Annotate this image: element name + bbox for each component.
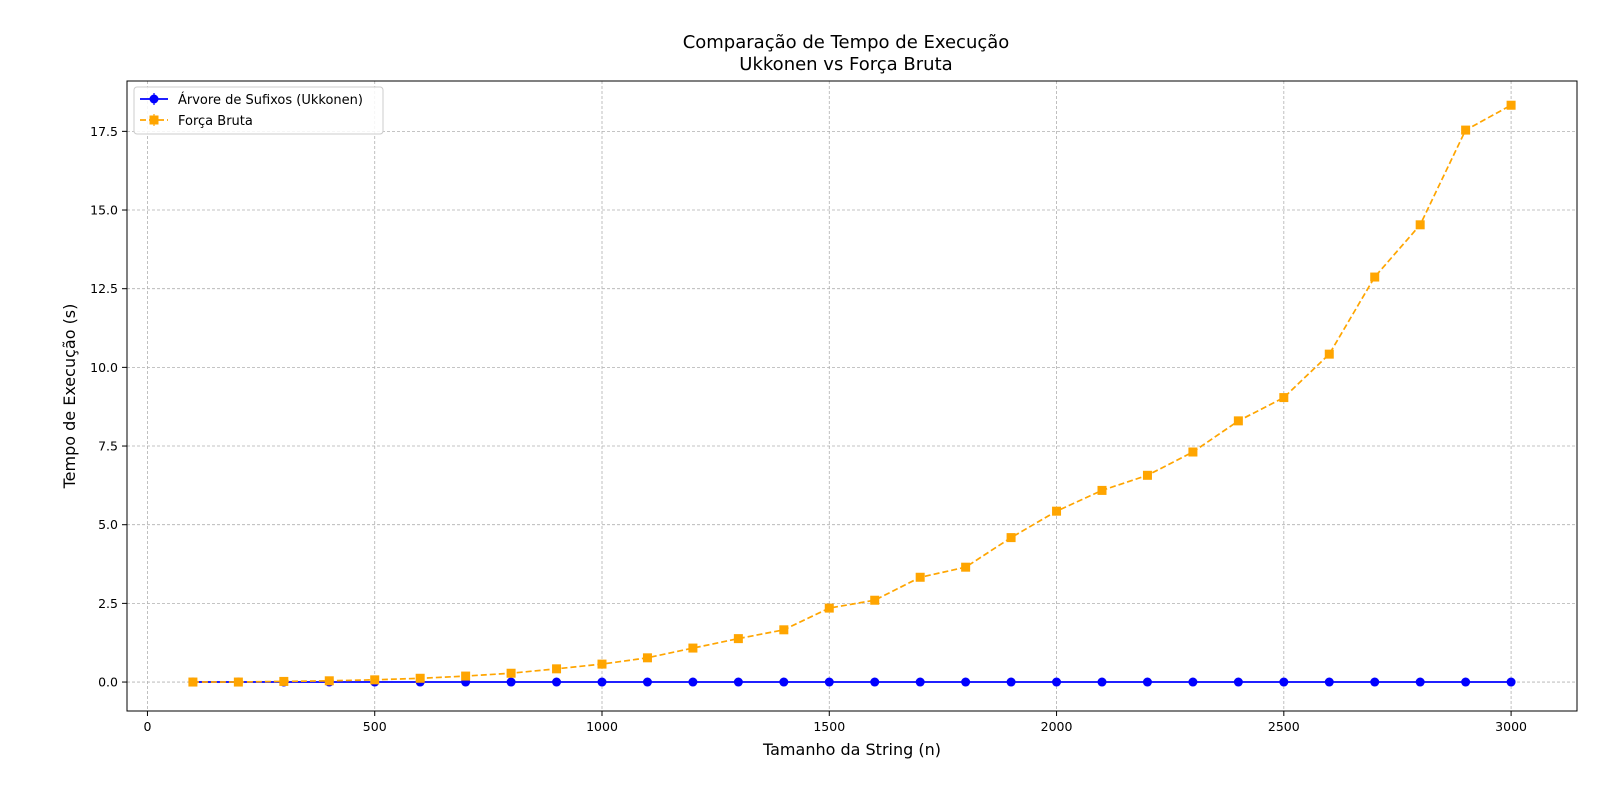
data-point-series-0 [961,677,971,687]
data-point-series-0 [1052,677,1062,687]
data-point-series-0 [1370,677,1380,687]
data-point-series-0 [688,677,698,687]
x-tick-label: 1000 [586,719,618,734]
y-tick-label: 15.0 [90,203,118,218]
data-point-series-0 [1188,677,1198,687]
data-point-series-1 [779,625,789,635]
x-tick-label: 500 [363,719,387,734]
data-point-series-0 [1006,677,1016,687]
data-point-series-0 [870,677,880,687]
data-point-series-1 [461,671,471,681]
x-axis-label: Tamanho da String (n) [762,740,941,759]
series-layer [188,100,1516,687]
data-point-series-1 [188,677,198,687]
y-tick-label: 12.5 [90,281,118,296]
data-point-series-1 [233,677,243,687]
plot-frame [126,80,1578,712]
data-point-series-1 [688,643,698,653]
data-point-series-1 [279,676,289,686]
data-point-series-0 [779,677,789,687]
axis-ticks: 0 500 1000 1500 2000 2500 3000 0.0 2.5 5.0 7.5 10.0… [90,124,1527,734]
data-point-series-1 [1233,416,1243,426]
y-tick-label: 10.0 [90,360,118,375]
data-point-series-1 [1415,220,1425,230]
data-point-series-1 [1461,125,1471,135]
x-tick-label: 1500 [813,719,845,734]
y-tick-label: 5.0 [98,517,118,532]
data-point-series-0 [552,677,562,687]
data-point-series-0 [1324,677,1334,687]
data-point-series-1 [1097,485,1107,495]
data-point-series-1 [324,676,334,686]
data-point-series-1 [733,634,743,644]
data-point-series-1 [1006,533,1016,543]
data-point-series-1 [961,562,971,572]
data-point-series-1 [1052,506,1062,516]
data-point-series-0 [824,677,834,687]
data-point-series-1 [1324,349,1334,359]
data-point-series-1 [1279,393,1289,403]
y-tick-label: 2.5 [98,596,118,611]
data-point-series-0 [1415,677,1425,687]
data-point-series-1 [370,675,380,685]
legend-box [133,86,384,135]
y-axis-label: Tempo de Execução (s) [60,304,79,490]
data-point-series-1 [1188,447,1198,457]
data-point-series-0 [1097,677,1107,687]
chart-title-line2: Ukkonen vs Força Bruta [739,54,952,75]
x-tick-label: 2000 [1041,719,1073,734]
data-point-series-1 [597,659,607,669]
data-point-series-0 [506,677,516,687]
legend-marker-ukkonen [149,94,159,104]
x-tick-label: 0 [143,719,151,734]
y-tick-label: 17.5 [90,124,118,139]
data-point-series-1 [915,572,925,582]
grid [127,81,1577,711]
x-tick-label: 3000 [1495,719,1527,734]
data-point-series-1 [642,653,652,663]
data-point-series-1 [506,668,516,678]
data-point-series-0 [1506,677,1516,687]
y-tick-label: 0.0 [98,675,118,690]
legend-marker-forca-bruta [149,115,159,125]
data-point-series-0 [1142,677,1152,687]
data-point-series-1 [552,664,562,674]
legend-label-ukkonen: Árvore de Sufixos (Ukkonen) [178,92,363,108]
data-point-series-1 [1506,100,1516,110]
data-point-series-1 [1370,272,1380,282]
data-point-series-1 [824,603,834,613]
data-point-series-1 [870,595,880,605]
data-point-series-0 [915,677,925,687]
data-point-series-0 [1461,677,1471,687]
legend: Árvore de Sufixos (Ukkonen) Força Bruta [133,86,384,135]
legend-label-forca-bruta: Força Bruta [178,114,253,129]
data-point-series-0 [1233,677,1243,687]
x-tick-label: 2500 [1268,719,1300,734]
y-tick-label: 7.5 [98,439,118,454]
data-point-series-1 [1142,470,1152,480]
data-point-series-0 [733,677,743,687]
data-point-series-1 [415,673,425,683]
data-point-series-0 [642,677,652,687]
chart-title-line1: Comparação de Tempo de Execução [683,32,1010,53]
series-line-1 [192,104,1512,683]
data-point-series-0 [1279,677,1289,687]
data-point-series-0 [597,677,607,687]
